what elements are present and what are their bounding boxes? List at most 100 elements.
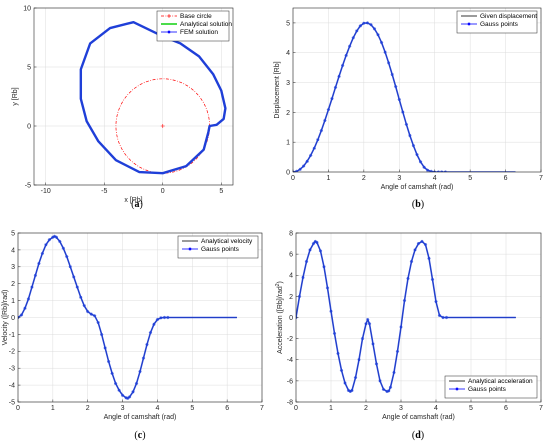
gauss-point-marker	[120, 393, 125, 397]
x-tick-label: 2	[362, 175, 366, 182]
x-axis-label: Angle of camshaft (rad)	[104, 414, 177, 421]
x-tick-label: 2	[364, 405, 368, 412]
gauss-point-marker	[323, 118, 327, 123]
gauss-point-marker	[353, 376, 358, 380]
chart-panel-b: 0 1 2 3 4 5 6 7 0 1 2 3 4 5 Angle of camshaft (rad) Dis…	[274, 7, 543, 210]
x-tick-label: 5	[190, 405, 194, 412]
axes-box	[292, 7, 542, 173]
x-tick-label: 7	[539, 405, 543, 412]
gauss-point-marker	[308, 248, 312, 252]
gauss-point-marker	[61, 246, 65, 250]
panel-caption: (d)	[412, 430, 424, 441]
gauss-point-marker	[385, 389, 389, 394]
gauss-point-marker	[155, 317, 160, 322]
gauss-point-marker	[103, 346, 107, 350]
x-tick-label: -5	[101, 188, 107, 195]
x-tick-label: 6	[225, 405, 229, 412]
gauss-point-marker	[79, 295, 83, 299]
gauss-point-marker	[152, 322, 156, 326]
gauss-point-marker	[65, 255, 69, 259]
gauss-point-marker	[30, 285, 34, 289]
gauss-point-marker	[302, 164, 306, 168]
gauss-point-marker	[58, 239, 62, 244]
y-tick-label: -5	[25, 182, 31, 189]
circle-center-marker	[160, 124, 165, 128]
gauss-point-marker	[374, 362, 379, 366]
gauss-point-marker	[360, 337, 365, 341]
gauss-point-marker	[395, 349, 400, 353]
plot-marks	[293, 21, 516, 172]
gauss-point-marker	[51, 235, 55, 239]
gauss-point-marker	[86, 309, 90, 314]
gauss-point-marker	[372, 27, 377, 31]
gauss-point-marker	[406, 276, 410, 281]
panel-caption-part: c	[138, 430, 143, 441]
y-tick-label: -5	[9, 399, 15, 406]
gauss-point-marker	[381, 387, 386, 391]
y-tick-label: 0	[27, 123, 31, 130]
gauss-point-marker	[75, 285, 79, 289]
x-tick-label: 5	[469, 405, 473, 412]
gauss-point-marker	[26, 297, 31, 301]
gauss-point-marker	[397, 97, 401, 102]
gauss-point-marker	[367, 322, 372, 326]
gauss-point-marker	[418, 160, 423, 164]
y-tick-label: -1	[9, 332, 15, 339]
y-tick-label: -4	[9, 383, 15, 390]
gauss-point-marker	[376, 33, 380, 37]
panel-caption: (c)	[134, 430, 145, 441]
legend-box	[444, 375, 538, 399]
panel-caption-part: d	[415, 430, 421, 441]
gauss-point-marker	[344, 53, 348, 58]
x-tick-label: 3	[121, 405, 125, 412]
gauss-point-marker	[366, 318, 370, 322]
y-tick-label: 0	[11, 315, 15, 322]
gauss-point-marker	[455, 387, 459, 391]
x-tick-label: 3	[397, 175, 401, 182]
gauss-point-marker	[107, 359, 111, 364]
panel-caption-part: )	[421, 199, 424, 210]
y-tick-label: 5	[286, 20, 290, 27]
gauss-point-marker	[141, 356, 146, 360]
x-tick-label: 5	[219, 188, 223, 195]
y-tick-label: 0	[286, 169, 290, 176]
gauss-point-marker	[54, 235, 58, 239]
y-tick-label: 0	[289, 315, 293, 322]
gauss-point-marker	[305, 159, 309, 163]
gauss-point-marker	[312, 146, 316, 150]
gauss-point-marker	[33, 273, 38, 277]
x-tick-label: 0	[291, 175, 295, 182]
plot-marks	[79, 20, 227, 175]
x-axis-label: Angle of camshaft (rad)	[382, 414, 455, 421]
y-tick-label: 4	[289, 273, 293, 280]
x-tick-label: 7	[539, 175, 543, 182]
gauss-point-marker	[322, 265, 326, 269]
gauss-point-marker	[311, 241, 316, 246]
y-axis-label: Velocity ([Rb]/rad)	[2, 290, 9, 346]
panel-caption: (b)	[412, 199, 424, 210]
gauss-point-marker	[127, 395, 132, 399]
gauss-point-marker	[390, 72, 394, 77]
gauss-point-marker	[346, 388, 351, 392]
gauss-point-marker	[333, 85, 338, 89]
y-tick-label: -2	[9, 349, 15, 356]
x-tick-label: 4	[155, 405, 159, 412]
gauss-point-marker	[383, 50, 387, 54]
y-tick-label: 6	[289, 252, 293, 259]
gauss-point-marker	[145, 342, 149, 347]
gauss-point-marker	[294, 169, 299, 172]
gauss-point-marker	[348, 389, 352, 394]
gauss-point-marker	[100, 332, 104, 336]
x-tick-label: 2	[86, 405, 90, 412]
gauss-point-marker	[315, 240, 319, 245]
gauss-point-marker	[348, 44, 352, 48]
gauss-point-marker	[89, 312, 93, 316]
x-tick-label: 0	[161, 188, 165, 195]
y-axis-label: Displacement [Rb]	[274, 61, 281, 118]
x-tick-label: 4	[434, 405, 438, 412]
y-tick-label: 5	[11, 230, 15, 237]
gauss-point-marker	[394, 85, 398, 89]
y-tick-label: 2	[11, 281, 15, 288]
